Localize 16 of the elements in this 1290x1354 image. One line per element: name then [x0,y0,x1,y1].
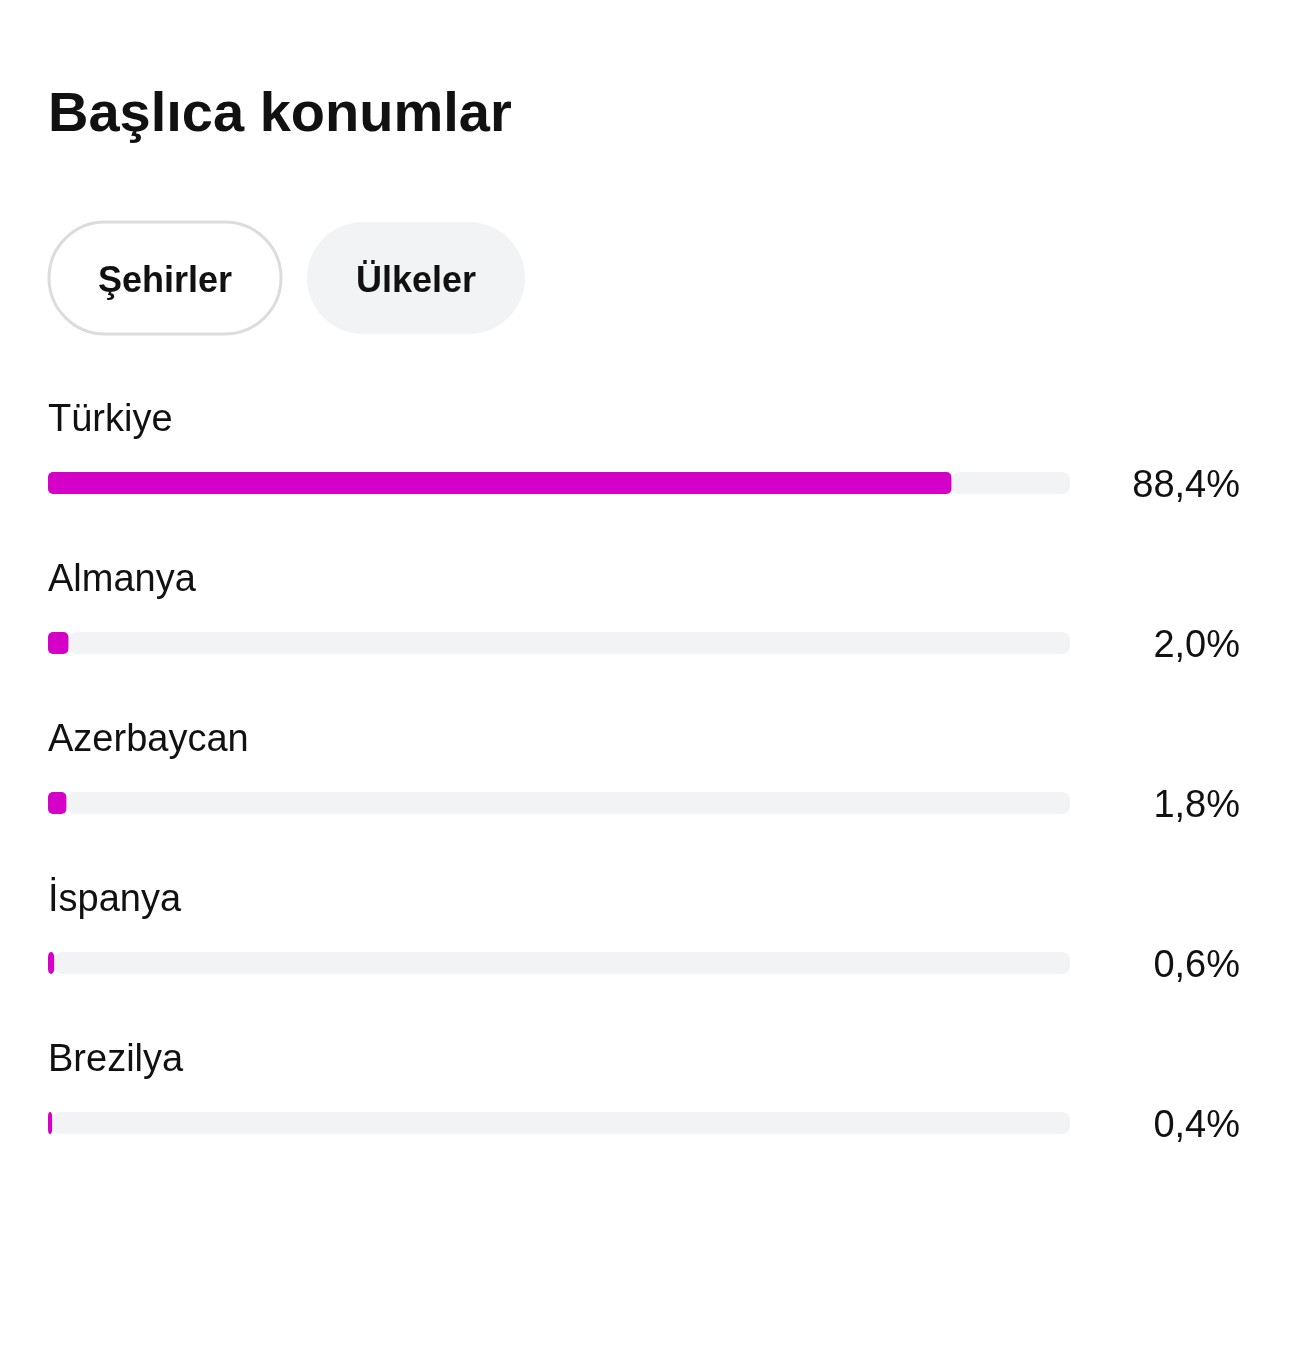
bar [48,1112,53,1134]
data-label: 2,0% [1153,623,1240,665]
y-tick-label: İspanya [48,877,182,919]
data-label: 1,8% [1153,783,1240,825]
chart-title: Başlıca konumlar [48,80,512,143]
data-label: 88,4% [1132,463,1240,505]
y-tick-label: Azerbaycan [48,717,249,759]
y-tick-label: Türkiye [48,397,173,439]
y-tick-label: Almanya [48,557,197,599]
tab-button: Şehirler [47,220,283,336]
bar [48,792,67,814]
tab-button-selected: Ülkeler [307,222,525,334]
data-label: 0,4% [1153,1103,1240,1145]
data-label: 0,6% [1153,943,1240,985]
bar [48,632,69,654]
y-tick-label: Brezilya [48,1037,185,1079]
